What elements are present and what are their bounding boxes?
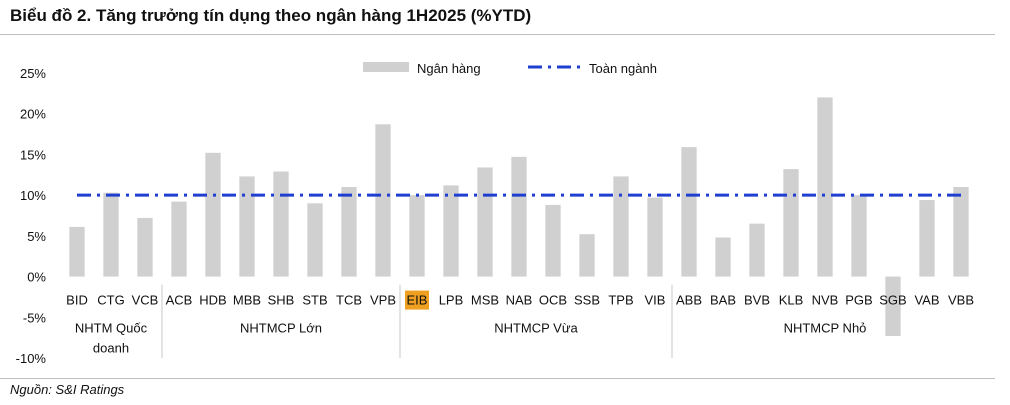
- y-tick-label: -5%: [23, 310, 47, 325]
- bar-hdb: [205, 152, 221, 277]
- bar-tcb: [341, 187, 357, 277]
- y-axis: -10% -5% 0% 5% 10% 15% 20% 25%: [16, 66, 47, 366]
- x-tick-label: KLB: [779, 293, 804, 308]
- x-tick-label: HDB: [199, 293, 226, 308]
- chart-legend: Ngân hàng Toàn ngành: [363, 61, 657, 76]
- title-divider: [0, 34, 995, 35]
- bar-vab: [919, 200, 935, 277]
- x-tick-label: TPB: [608, 293, 633, 308]
- bar-mbb: [239, 176, 255, 277]
- y-tick-label: 10%: [20, 188, 46, 203]
- x-tick-label: VAB: [914, 293, 939, 308]
- group-label: NHTMCP Nhỏ: [784, 321, 867, 336]
- y-tick-label: 5%: [27, 229, 46, 244]
- x-tick-label: MBB: [233, 293, 261, 308]
- x-tick-label: SSB: [574, 293, 600, 308]
- x-tick-label: VCB: [132, 293, 159, 308]
- source-divider: [0, 378, 995, 379]
- legend-bar-label: Ngân hàng: [417, 61, 481, 76]
- x-tick-label: BVB: [744, 293, 770, 308]
- x-tick-label: SGB: [879, 293, 906, 308]
- bar-tpb: [613, 176, 629, 277]
- bar-bid: [69, 226, 85, 277]
- y-tick-label: 0%: [27, 270, 46, 285]
- chart-title: Biểu đồ 2. Tăng trưởng tín dụng theo ngâ…: [10, 6, 532, 25]
- x-tick-label: NAB: [506, 293, 533, 308]
- category-groups: NHTM Quốc doanh NHTMCP Lớn NHTMCP Vừa NHTMCP…: [75, 284, 867, 358]
- x-tick-label: OCB: [539, 293, 567, 308]
- x-tick-label: MSB: [471, 293, 499, 308]
- x-tick-label: EIB: [407, 293, 428, 308]
- bar-ctg: [103, 192, 119, 277]
- bar-ssb: [579, 234, 595, 277]
- bar-acb: [171, 201, 187, 277]
- source-note: Nguồn: S&I Ratings: [10, 382, 125, 397]
- bar-vbb: [953, 187, 969, 277]
- group-label: NHTMCP Vừa: [494, 321, 578, 336]
- bar-lpb: [443, 185, 459, 277]
- group-label: doanh: [93, 341, 129, 356]
- bar-bvb: [749, 223, 765, 277]
- bar-chart: Ngân hàng Toàn ngành -10% -5% 0% 5% 10% 15% 20%…: [16, 61, 974, 366]
- bar-shb: [273, 171, 289, 277]
- bar-abb: [681, 147, 697, 277]
- legend-bar-swatch: [363, 62, 409, 72]
- x-tick-label: VPB: [370, 293, 396, 308]
- y-tick-label: -10%: [16, 351, 47, 366]
- y-tick-label: 15%: [20, 147, 46, 162]
- highlight-box: [405, 290, 429, 310]
- x-tick-label: STB: [302, 293, 327, 308]
- x-tick-label: BID: [66, 293, 88, 308]
- bar-eib: [409, 195, 425, 277]
- x-tick-label: VBB: [948, 293, 974, 308]
- y-tick-label: 20%: [20, 107, 46, 122]
- x-tick-label: LPB: [439, 293, 464, 308]
- x-tick-label: PGB: [845, 293, 872, 308]
- bar-msb: [477, 167, 493, 277]
- bar-ocb: [545, 204, 561, 277]
- y-tick-label: 25%: [20, 66, 46, 81]
- bar-vib: [647, 197, 663, 277]
- bar-stb: [307, 203, 323, 277]
- bar-bab: [715, 237, 731, 277]
- bar-series: [69, 97, 969, 337]
- x-tick-label: TCB: [336, 293, 362, 308]
- x-tick-label: NVB: [812, 293, 839, 308]
- group-label: NHTMCP Lớn: [240, 321, 322, 336]
- bar-vpb: [375, 124, 391, 277]
- x-tick-label: SHB: [268, 293, 295, 308]
- bar-vcb: [137, 217, 153, 277]
- x-tick-label: VIB: [645, 293, 666, 308]
- legend-line-label: Toàn ngành: [589, 61, 657, 76]
- x-tick-label: CTG: [97, 293, 124, 308]
- bar-klb: [783, 169, 799, 277]
- bar-nvb: [817, 97, 833, 277]
- group-label: NHTM Quốc: [75, 321, 148, 336]
- x-axis: BID CTG VCB ACB HDB MBB SHB STB TCB VPB EIB LPB MSB N…: [66, 290, 974, 310]
- bar-nab: [511, 156, 527, 277]
- x-tick-label: BAB: [710, 293, 736, 308]
- bar-sgb: [885, 276, 901, 337]
- bar-pgb: [851, 195, 867, 277]
- x-tick-label: ABB: [676, 293, 702, 308]
- x-tick-label: ACB: [166, 293, 193, 308]
